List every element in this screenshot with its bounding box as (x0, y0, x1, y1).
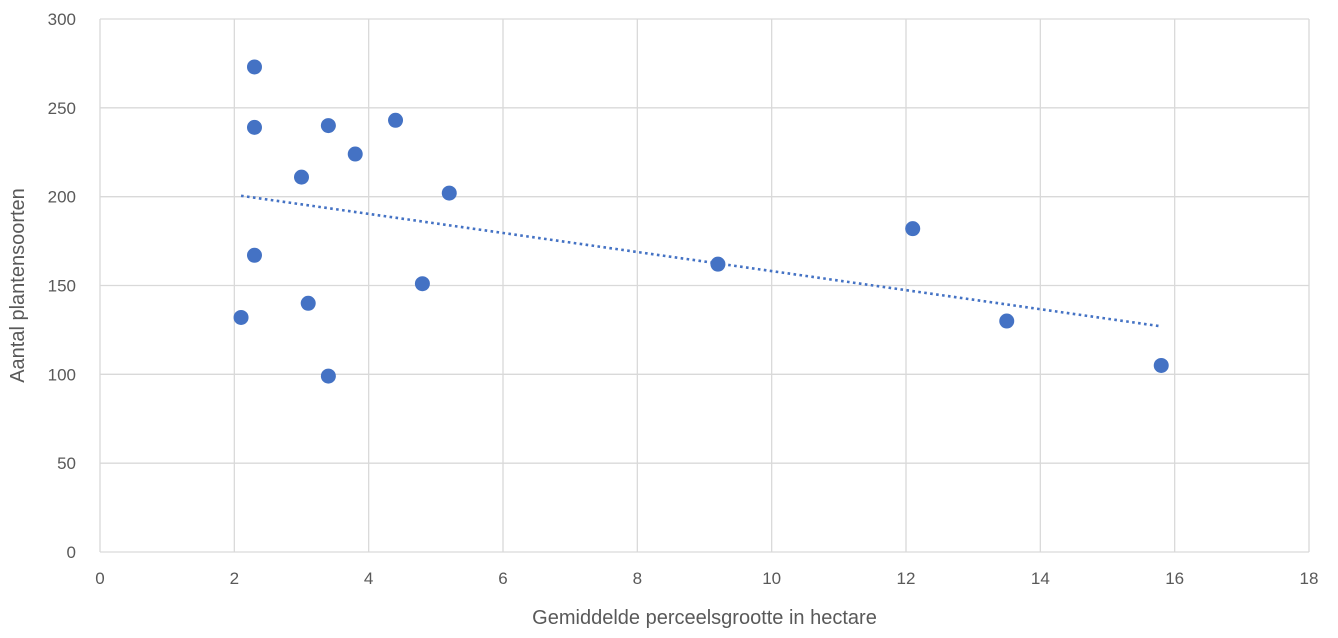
y-tick-label: 50 (57, 454, 76, 473)
gridlines (99, 18, 1310, 553)
data-point (246, 59, 262, 75)
y-axis-tick-labels: 0 50 100 150 200 250 300 (48, 10, 76, 562)
x-tick-label: 18 (1300, 569, 1319, 588)
y-tick-label: 0 (67, 543, 76, 562)
x-tick-label: 2 (230, 569, 239, 588)
data-point (233, 309, 249, 325)
x-tick-label: 8 (633, 569, 642, 588)
data-point (414, 276, 430, 292)
data-point (441, 185, 457, 201)
x-tick-label: 12 (897, 569, 916, 588)
x-axis-tick-labels: 0 2 4 6 8 10 12 14 16 18 (95, 569, 1318, 588)
data-point (1153, 357, 1169, 373)
data-point (320, 118, 336, 134)
data-point (320, 368, 336, 384)
x-tick-label: 10 (762, 569, 781, 588)
data-points (233, 59, 1169, 384)
data-point (710, 256, 726, 272)
y-axis-title: Aantal plantensoorten (7, 188, 29, 383)
y-tick-label: 100 (48, 365, 76, 384)
data-point (294, 169, 309, 185)
y-tick-label: 300 (48, 10, 76, 29)
data-point (246, 119, 262, 135)
x-tick-label: 0 (95, 569, 104, 588)
data-point (347, 146, 363, 162)
y-tick-label: 200 (48, 188, 76, 207)
data-point (905, 221, 921, 237)
x-tick-label: 14 (1031, 569, 1050, 588)
y-tick-label: 150 (48, 277, 76, 296)
x-tick-label: 6 (498, 569, 507, 588)
x-tick-label: 16 (1165, 569, 1184, 588)
data-point (246, 247, 262, 263)
data-point (999, 313, 1015, 329)
data-point (300, 295, 316, 311)
y-tick-label: 250 (48, 99, 76, 118)
trendline (240, 194, 1162, 328)
x-axis-title: Gemiddelde perceelsgrootte in hectare (532, 607, 877, 629)
data-point (388, 112, 404, 128)
x-tick-label: 4 (364, 569, 373, 588)
